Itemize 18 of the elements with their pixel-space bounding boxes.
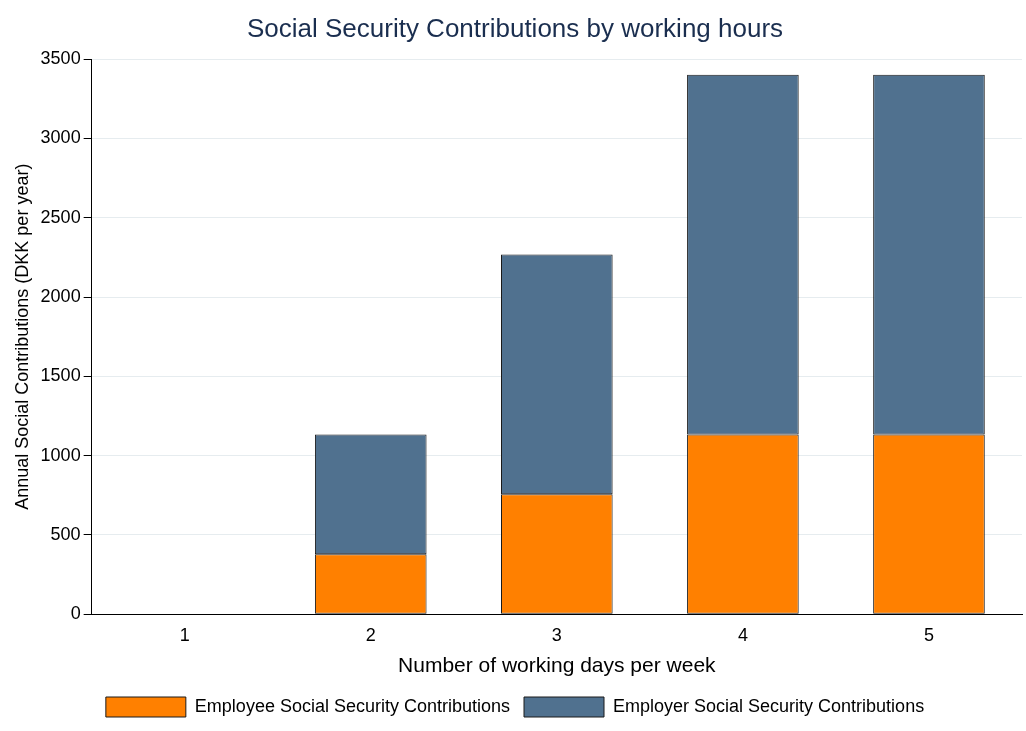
x-tick-label: 3 (551, 624, 562, 645)
x-tick-label: 2 (365, 624, 376, 645)
y-tick-label: 1000 (40, 444, 81, 465)
y-axis-title: Annual Social Contributions (DKK per year) (11, 163, 32, 510)
x-tick-label: 1 (179, 624, 190, 645)
legend-label: Employee Social Security Contributions (194, 695, 511, 716)
chart-title: Social Security Contributions by working hours (246, 12, 784, 43)
y-tick-label: 500 (50, 523, 81, 544)
y-tick-label: 1500 (40, 365, 81, 386)
y-tick-label: 3000 (40, 127, 81, 148)
y-tick-label: 3500 (40, 48, 81, 69)
y-tick-label: 2000 (40, 286, 81, 307)
x-axis-title: Number of working days per week (398, 653, 717, 677)
y-tick-label: 2500 (40, 206, 81, 227)
x-tick-label: 5 (923, 624, 934, 645)
legend-label: Employer Social Security Contributions (613, 695, 925, 716)
y-tick-label: 0 (70, 603, 81, 624)
x-tick-label: 4 (737, 624, 748, 645)
